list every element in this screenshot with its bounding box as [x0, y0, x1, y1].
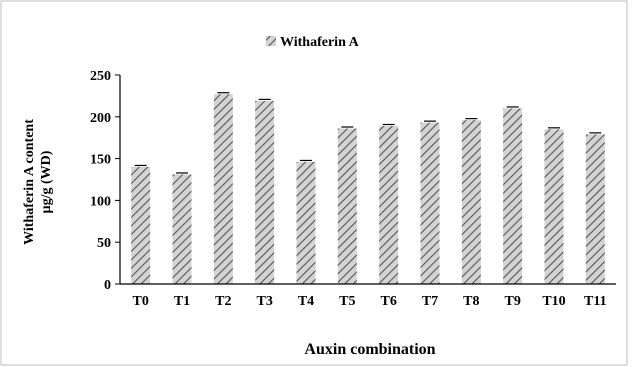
x-axis-tick-labels: T0 T1 T2 T3 T4 T5 T6 T7 T8 T9 T10 T11 — [132, 294, 606, 309]
bar-T4 — [297, 162, 316, 284]
x-tick-label-T4: T4 — [298, 294, 314, 309]
legend-swatch — [266, 36, 276, 46]
bar-T7 — [421, 123, 440, 284]
x-tick-label-T3: T3 — [256, 294, 272, 309]
bar-T3 — [255, 101, 274, 284]
y-tick-label: 150 — [90, 153, 111, 168]
bar-T0 — [131, 167, 150, 284]
bar-T6 — [379, 126, 398, 284]
bar-T9 — [503, 108, 522, 284]
bar-T10 — [545, 129, 564, 284]
legend-label: Withaferin A — [280, 35, 360, 50]
x-tick-label-T2: T2 — [215, 294, 231, 309]
bar-T1 — [173, 174, 192, 284]
y-tick-label: 250 — [90, 69, 111, 84]
x-tick-label-T1: T1 — [174, 294, 190, 309]
x-tick-label-T6: T6 — [380, 294, 396, 309]
y-tick-label: 50 — [97, 236, 111, 251]
x-tick-label-T5: T5 — [339, 294, 355, 309]
y-axis-title-line-2: µg/g (WD) — [39, 150, 54, 213]
bars — [131, 93, 605, 284]
bar-T8 — [462, 120, 481, 284]
x-tick-label-T10: T10 — [542, 294, 565, 309]
bar-T2 — [214, 94, 233, 284]
x-axis-title: Auxin combination — [304, 341, 435, 358]
x-tick-label-T8: T8 — [463, 294, 479, 309]
y-tick-label: 0 — [104, 278, 111, 293]
axes — [120, 75, 616, 284]
x-tick-label-T11: T11 — [584, 294, 607, 309]
y-axis-title-line-1: Withaferin A content — [22, 119, 37, 245]
bar-T11 — [586, 134, 605, 284]
x-tick-label-T0: T0 — [132, 294, 148, 309]
x-tick-label-T9: T9 — [504, 294, 520, 309]
legend: Withaferin A — [266, 35, 360, 50]
y-axis-title: Withaferin A content µg/g (WD) — [22, 119, 54, 245]
y-tick-label: 100 — [90, 194, 111, 209]
x-tick-label-T7: T7 — [422, 294, 438, 309]
y-tick-label: 200 — [90, 111, 111, 126]
y-axis-ticks: 0 50 100 150 200 250 — [90, 69, 120, 293]
bar-T5 — [338, 129, 357, 284]
